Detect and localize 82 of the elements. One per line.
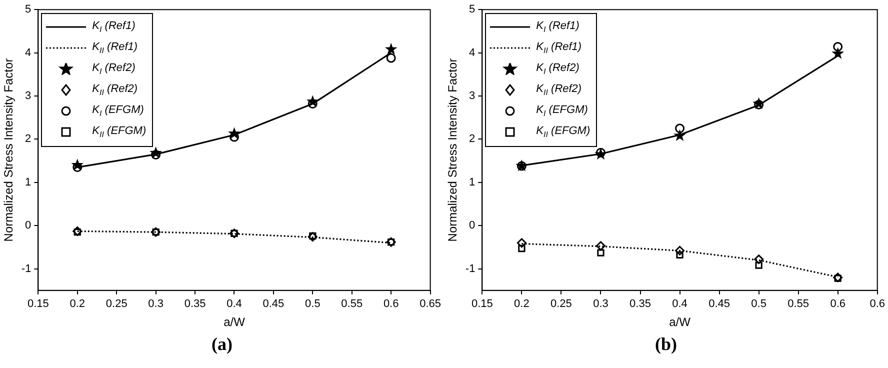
point: [754, 254, 764, 264]
x-tick-label: 0.4: [672, 298, 688, 310]
y-tick-label: 2: [469, 133, 476, 146]
y-tick-label: 0: [25, 220, 32, 232]
x-tick-label: 0.4: [226, 298, 242, 310]
point: [676, 251, 684, 259]
x-tick-label: 0.25: [106, 298, 128, 310]
legend-label: K$_{II}$ (EFGM): [92, 125, 146, 140]
point: [518, 244, 526, 252]
point: [754, 100, 764, 110]
point: [386, 53, 396, 63]
point: [150, 146, 162, 158]
y-tick-label: 2: [25, 133, 32, 146]
point: [384, 42, 398, 55]
legend-label: K$_{II}$ (Ref2): [536, 83, 582, 98]
legend-label: K$_{I}$ (Ref2): [92, 62, 136, 76]
point: [597, 249, 604, 256]
x-tick-label: 0.15: [471, 298, 493, 310]
point: [833, 42, 843, 52]
y-tick-label: 5: [25, 4, 32, 16]
legend-label: K$_{I}$ (EFGM): [92, 104, 144, 118]
y-tick-label: 4: [25, 46, 32, 59]
x-tick-label: 0.3: [593, 298, 608, 310]
point: [306, 95, 319, 107]
point: [228, 127, 240, 139]
x-tick-label: 0.45: [262, 298, 284, 310]
point: [229, 132, 239, 142]
x-tick-label: 0.6: [383, 298, 399, 310]
x-tick-label: 0.55: [788, 298, 810, 310]
legend-label: K$_{II}$ (Ref2): [92, 83, 138, 98]
legend-label: K$_{I}$ (Ref1): [536, 20, 580, 34]
point: [675, 124, 685, 134]
text: (b): [654, 334, 678, 355]
legend-label: K$_{I}$ (Ref1): [92, 20, 136, 34]
x-tick-label: 0.2: [70, 298, 86, 310]
x-tick-label: 0.2: [514, 298, 530, 310]
x-tick-label: 0.55: [341, 298, 363, 310]
point: [596, 241, 606, 251]
x-axis-title: a/W: [224, 315, 246, 330]
point: [308, 99, 318, 109]
y-tick-label: 5: [469, 4, 476, 16]
point: [832, 47, 844, 59]
legend-label: K$_{II}$ (EFGM): [536, 125, 590, 140]
x-tick-label: 0.25: [550, 298, 572, 310]
y-tick-label: 1: [25, 176, 32, 188]
x-tick-label: 0.65: [420, 298, 442, 310]
y-tick-label: 1: [469, 176, 476, 188]
point: [594, 148, 607, 160]
legend-label: K$_{II}$ (Ref1): [92, 41, 138, 56]
x-tick-label: 0.5: [305, 298, 320, 310]
y-tick-label: 4: [469, 46, 476, 59]
x-tick-label: 0.45: [708, 298, 730, 310]
y-axis-title: Normalized Stress Intensity Factor: [2, 58, 16, 242]
point: [755, 262, 762, 269]
legend-label: K$_{I}$ (EFGM): [536, 104, 588, 118]
point: [72, 162, 82, 172]
point: [752, 97, 765, 110]
y-axis-title: Normalized Stress Intensity Factor: [446, 58, 460, 242]
y-tick-label: 0: [469, 220, 476, 232]
x-tick-label: 0.3: [148, 298, 164, 310]
point: [674, 129, 686, 142]
legend-label: K$_{I}$ (Ref2): [536, 62, 580, 76]
y-tick-label: -1: [465, 262, 476, 275]
x-axis-title: a/W: [669, 315, 692, 330]
legend-label: K$_{II}$ (Ref1): [536, 41, 582, 56]
x-tick-label: 0.6: [830, 298, 846, 310]
point: [74, 228, 81, 236]
y-tick-label: 3: [469, 90, 476, 102]
y-tick-label: 3: [25, 90, 32, 102]
x-tick-label: 0.6: [870, 298, 886, 310]
x-tick-label: 0.35: [630, 298, 651, 310]
text: (a): [210, 334, 234, 355]
point: [516, 238, 526, 248]
x-tick-label: 0.35: [184, 298, 206, 310]
x-tick-label: 0.15: [27, 298, 49, 310]
point: [72, 226, 82, 236]
point: [71, 158, 84, 170]
point: [675, 246, 685, 256]
x-tick-label: 0.5: [751, 298, 766, 310]
y-tick-label: -1: [21, 262, 32, 275]
point: [596, 148, 606, 158]
point: [151, 150, 161, 160]
